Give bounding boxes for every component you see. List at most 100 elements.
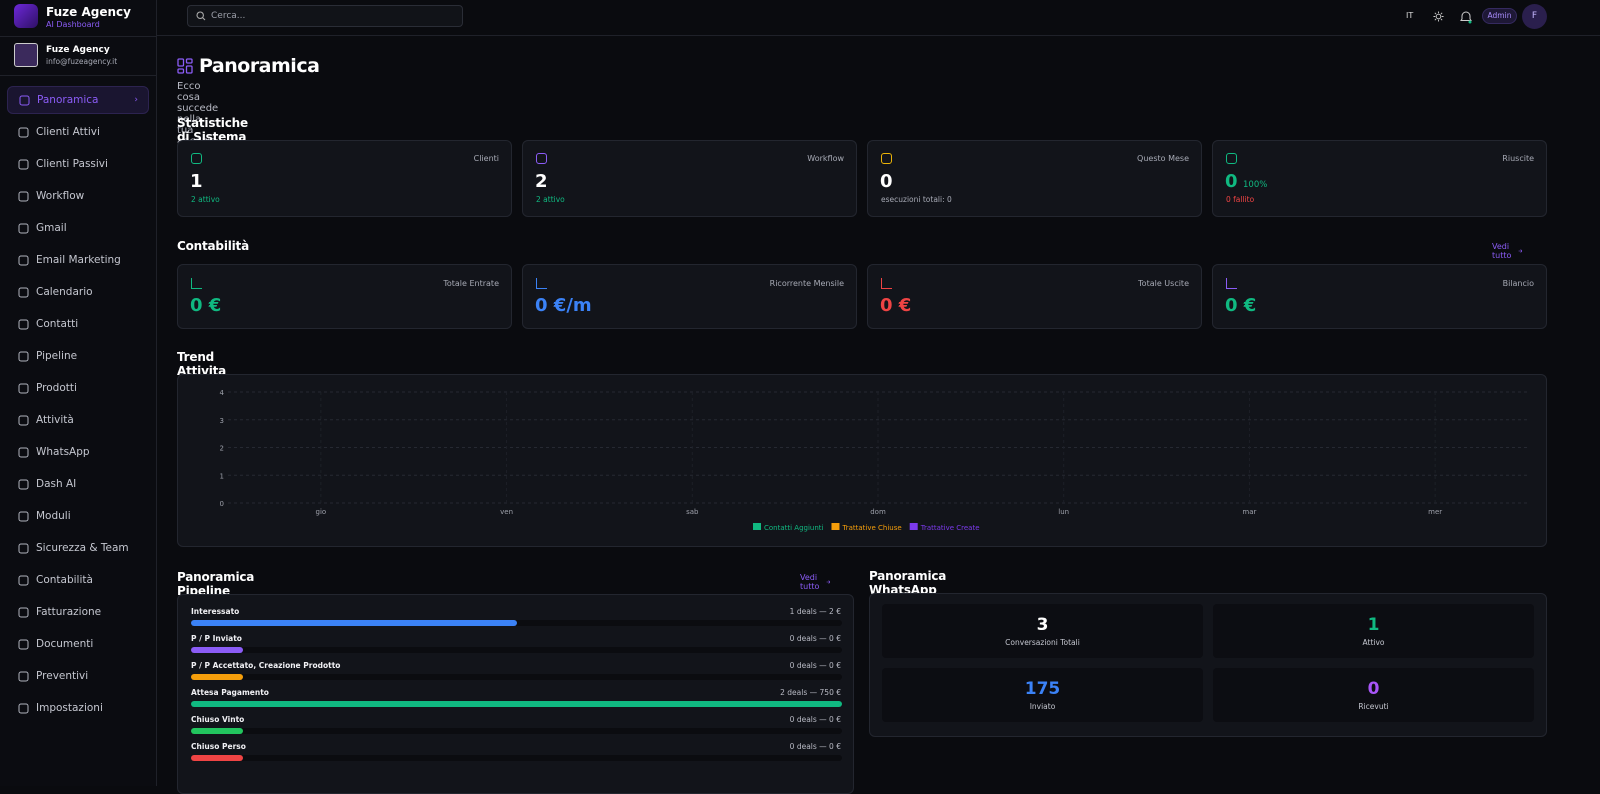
stat-card: Workflow 2 2 attivo <box>522 140 857 217</box>
nav-label[interactable]: Calendario <box>36 286 93 298</box>
nav-label[interactable]: Moduli <box>36 510 71 522</box>
nav-label[interactable]: Contatti <box>36 318 79 330</box>
pipeline-card: Interessato 1 deals — 2 € P / P Inviato 0 d… <box>177 594 854 794</box>
icon-shape <box>18 127 29 137</box>
x-tick-label: mer <box>1428 508 1442 516</box>
icon-shape <box>18 159 29 169</box>
icon-shape <box>18 575 29 585</box>
nav-label[interactable]: Impostazioni <box>36 702 103 714</box>
link-text[interactable]: Vedi tutto <box>1492 242 1512 260</box>
nav-item[interactable]: Attività <box>7 406 149 434</box>
nav-item[interactable]: Clienti Attivi <box>7 118 149 146</box>
icon-shape <box>18 543 29 553</box>
user-avatar[interactable]: F <box>1522 4 1547 29</box>
sidebar: Fuze Agency AI Dashboard Fuze Agency inf… <box>0 0 157 786</box>
y-tick-label: 1 <box>220 472 224 480</box>
nav-item[interactable]: Prodotti <box>7 374 149 402</box>
nav-label[interactable]: Dash AI <box>36 478 77 490</box>
brand-subtitle: AI Dashboard <box>46 20 100 29</box>
nav-item[interactable]: Fatturazione <box>7 598 149 626</box>
nav-icon <box>18 191 29 201</box>
wa-tile: 175 Inviato <box>882 668 1203 722</box>
theme-toggle[interactable] <box>1433 11 1444 22</box>
stat-value: 0 <box>880 171 893 192</box>
nav-item[interactable]: Preventivi <box>7 662 149 690</box>
nav-label[interactable]: Sicurezza & Team <box>36 542 129 554</box>
nav-item[interactable]: Impostazioni <box>7 694 149 722</box>
icon-shape <box>18 191 29 201</box>
nav-item[interactable]: Workflow <box>7 182 149 210</box>
legend-label: Trattative Chiuse <box>841 524 901 532</box>
nav-item[interactable]: Moduli <box>7 502 149 530</box>
nav-item[interactable]: Contabilità <box>7 566 149 594</box>
nav-label[interactable]: Attività <box>36 414 74 426</box>
section-title: Contabilità <box>177 239 249 253</box>
nav-item[interactable]: Clienti Passivi <box>7 150 149 178</box>
nav-label[interactable]: Documenti <box>36 638 94 650</box>
nav-item[interactable]: WhatsApp <box>7 438 149 466</box>
nav-icon <box>18 255 29 265</box>
nav-label[interactable]: Panoramica <box>37 94 99 106</box>
search-box[interactable]: Cerca... <box>187 5 463 27</box>
accounting-value: 0 € <box>880 295 912 316</box>
nav-item[interactable]: Gmail <box>7 214 149 242</box>
nav-label[interactable]: Pipeline <box>36 350 78 362</box>
x-tick-label: sab <box>686 508 699 516</box>
legend-label: Trattative Create <box>920 524 980 532</box>
accounting-link[interactable]: Vedi tutto <box>1492 242 1523 260</box>
nav-label[interactable]: WhatsApp <box>36 446 90 458</box>
stat-icon <box>536 153 547 164</box>
pipeline-link[interactable]: Vedi tutto <box>800 573 831 591</box>
nav-item[interactable]: Pipeline <box>7 342 149 370</box>
legend-swatch <box>909 523 918 530</box>
nav-icon <box>18 415 29 425</box>
wa-tile: 3 Conversazioni Totali <box>882 604 1203 658</box>
icon-shape <box>19 95 30 105</box>
stage-summary: 0 deals — 0 € <box>789 634 841 643</box>
x-tick-label: ven <box>500 508 513 516</box>
accounting-card: Totale Entrate 0 € <box>177 264 512 329</box>
accounting-value: 0 € <box>1225 295 1257 316</box>
legend-swatch <box>753 523 761 530</box>
language-button[interactable]: IT <box>1406 11 1414 20</box>
stage-summary: 0 deals — 0 € <box>789 661 841 670</box>
nav-item[interactable]: Contatti <box>7 310 149 338</box>
stat-card: Riuscite 0 100% 0 fallito <box>1212 140 1547 217</box>
wa-label: Attivo <box>1362 638 1385 647</box>
accounting-icon <box>536 278 547 289</box>
nav-item[interactable]: Email Marketing <box>7 246 149 274</box>
accounting-value: 0 €/m <box>535 295 592 316</box>
icon-shape <box>18 671 29 681</box>
notifications[interactable] <box>1460 10 1472 24</box>
nav-icon <box>18 511 29 521</box>
y-tick-label: 3 <box>220 417 224 425</box>
stage-name: P / P Accettato, Creazione Prodotto <box>191 661 341 670</box>
nav-label[interactable]: Email Marketing <box>36 254 121 266</box>
y-tick-label: 0 <box>220 500 224 508</box>
nav-item[interactable]: Calendario <box>7 278 149 306</box>
stat-note: 2 attivo <box>191 195 220 204</box>
nav-label[interactable]: Preventivi <box>36 670 89 682</box>
nav-item[interactable]: Sicurezza & Team <box>7 534 149 562</box>
nav-label[interactable]: Workflow <box>36 190 85 202</box>
nav-label[interactable]: Clienti Attivi <box>36 126 100 138</box>
nav-icon <box>18 703 29 713</box>
chevron: › <box>134 95 138 105</box>
stage-track <box>191 647 842 653</box>
wa-value: 1 <box>1367 615 1380 635</box>
nav-item[interactable]: Panoramica › <box>7 86 149 114</box>
nav-label[interactable]: Clienti Passivi <box>36 158 108 170</box>
stat-label: Workflow <box>807 154 844 163</box>
nav-item[interactable]: Dash AI <box>7 470 149 498</box>
icon-shape <box>18 447 29 457</box>
wa-value: 175 <box>1024 679 1061 699</box>
nav-item[interactable]: Documenti <box>7 630 149 658</box>
accounting-label: Ricorrente Mensile <box>769 279 844 288</box>
nav-label[interactable]: Gmail <box>36 222 67 234</box>
link-text[interactable]: Vedi tutto <box>800 573 820 591</box>
nav-icon <box>18 479 29 489</box>
nav-label[interactable]: Contabilità <box>36 574 93 586</box>
nav-label[interactable]: Prodotti <box>36 382 77 394</box>
nav-label[interactable]: Fatturazione <box>36 606 102 618</box>
